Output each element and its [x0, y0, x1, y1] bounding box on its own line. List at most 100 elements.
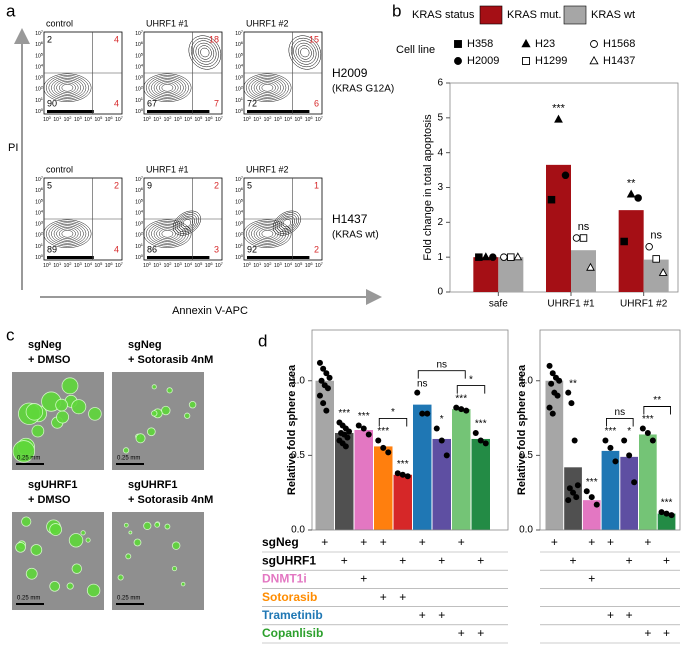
y-tick-label: 0.5: [291, 450, 305, 461]
y-tick-label: 106: [35, 186, 44, 194]
tick-exponent: 4: [290, 115, 293, 120]
y-tick-label: 107: [35, 29, 44, 37]
tick-base: 10: [164, 117, 170, 123]
y-tick-label: 104: [35, 208, 44, 216]
x-tick-label: 100: [143, 261, 152, 269]
tick-exponent: 0: [241, 107, 244, 112]
tick-exponent: 2: [269, 115, 272, 120]
tick-exponent: 4: [41, 208, 44, 213]
plot-frame: [311, 329, 509, 531]
point: [658, 509, 665, 516]
significance: ***: [475, 419, 487, 430]
tick-exponent: 0: [249, 115, 252, 120]
quadrant-percent: 67: [147, 98, 157, 108]
spheroid: [25, 403, 44, 421]
x-tick-label: 101: [53, 261, 62, 269]
spheroid: [180, 581, 186, 587]
bracket-label: *: [469, 374, 473, 385]
tick-base: 10: [235, 200, 241, 206]
tick-base: 10: [35, 98, 41, 104]
tick-exponent: 5: [200, 261, 203, 266]
plus: +: [626, 553, 633, 567]
quadrant-percent: 4: [114, 98, 119, 108]
row-label: DNMT1i: [262, 572, 307, 586]
point: [472, 429, 479, 436]
spheroid: [154, 522, 160, 528]
quadrant-percent: 2: [114, 180, 119, 190]
spheroid: [184, 412, 191, 419]
tick-exponent: 4: [190, 115, 193, 120]
contour: [53, 79, 82, 96]
plus: +: [380, 590, 387, 604]
row-label: Sotorasib: [262, 590, 317, 604]
tick-base: 10: [264, 117, 270, 123]
tick-base: 10: [84, 263, 90, 269]
tick-base: 10: [174, 263, 180, 269]
contour: [58, 82, 76, 93]
point: [548, 380, 555, 387]
point: [342, 443, 349, 450]
tick-exponent: 0: [49, 115, 52, 120]
point: [565, 389, 572, 396]
tick-exponent: 0: [149, 115, 152, 120]
contour: [58, 228, 76, 239]
tick-exponent: 4: [241, 62, 244, 67]
tick-exponent: 4: [141, 208, 144, 213]
legend-label: H1437: [603, 55, 635, 67]
tick-exponent: 6: [141, 40, 144, 45]
contour: [45, 221, 89, 247]
x-tick-label: 104: [84, 261, 93, 269]
tick-base: 10: [284, 263, 290, 269]
legend-label: KRAS mut.: [507, 9, 561, 21]
contour: [143, 219, 192, 248]
tick-base: 10: [253, 117, 259, 123]
contour: [145, 75, 189, 101]
tick-exponent: 3: [241, 220, 244, 225]
plus: +: [607, 608, 614, 622]
tick-base: 10: [35, 42, 41, 48]
tick-exponent: 2: [241, 85, 244, 90]
quadrant-percent: 2: [314, 244, 319, 254]
bracket: [378, 417, 408, 427]
spheroid: [135, 433, 146, 444]
tick-exponent: 5: [300, 115, 303, 120]
x-tick-label: 102: [64, 261, 73, 269]
spheroid: [30, 544, 43, 556]
contour: [261, 230, 274, 238]
tick-exponent: 5: [141, 51, 144, 56]
x-tick-label: 100: [243, 261, 252, 269]
y-axis-label: Relative fold sphere area: [516, 364, 528, 495]
tick-exponent: 7: [241, 29, 244, 34]
point: [399, 471, 406, 478]
plus: +: [663, 553, 670, 567]
image-caption: sgUHRF1: [128, 479, 178, 491]
tick-base: 10: [35, 211, 41, 217]
spheroid: [117, 574, 124, 581]
tick-exponent: 6: [41, 40, 44, 45]
tick-base: 10: [43, 117, 49, 123]
y-tick-label: 101: [35, 242, 44, 250]
plus: +: [477, 626, 484, 640]
tick-base: 10: [135, 244, 141, 250]
spheroid: [171, 566, 178, 572]
y-tick-label: 107: [235, 29, 244, 37]
significance: ***: [397, 459, 409, 470]
contour: [43, 73, 92, 102]
tick-exponent: 6: [310, 115, 313, 120]
tick-base: 10: [235, 65, 241, 71]
plus: +: [551, 535, 558, 549]
contour: [172, 210, 201, 236]
point: [554, 114, 563, 123]
point: [571, 437, 578, 444]
scale-label: 0.25 mm: [17, 596, 40, 602]
x-tick-label: 107: [115, 115, 124, 123]
contours: [143, 35, 222, 102]
point: [477, 437, 484, 444]
plot-title: UHRF1 #1: [146, 18, 189, 28]
image-caption: + Sotorasib 4nM: [128, 354, 213, 366]
scale-label: 0.25 mm: [117, 596, 140, 602]
tick-exponent: 2: [169, 261, 172, 266]
tick-base: 10: [195, 117, 201, 123]
point: [634, 194, 642, 202]
